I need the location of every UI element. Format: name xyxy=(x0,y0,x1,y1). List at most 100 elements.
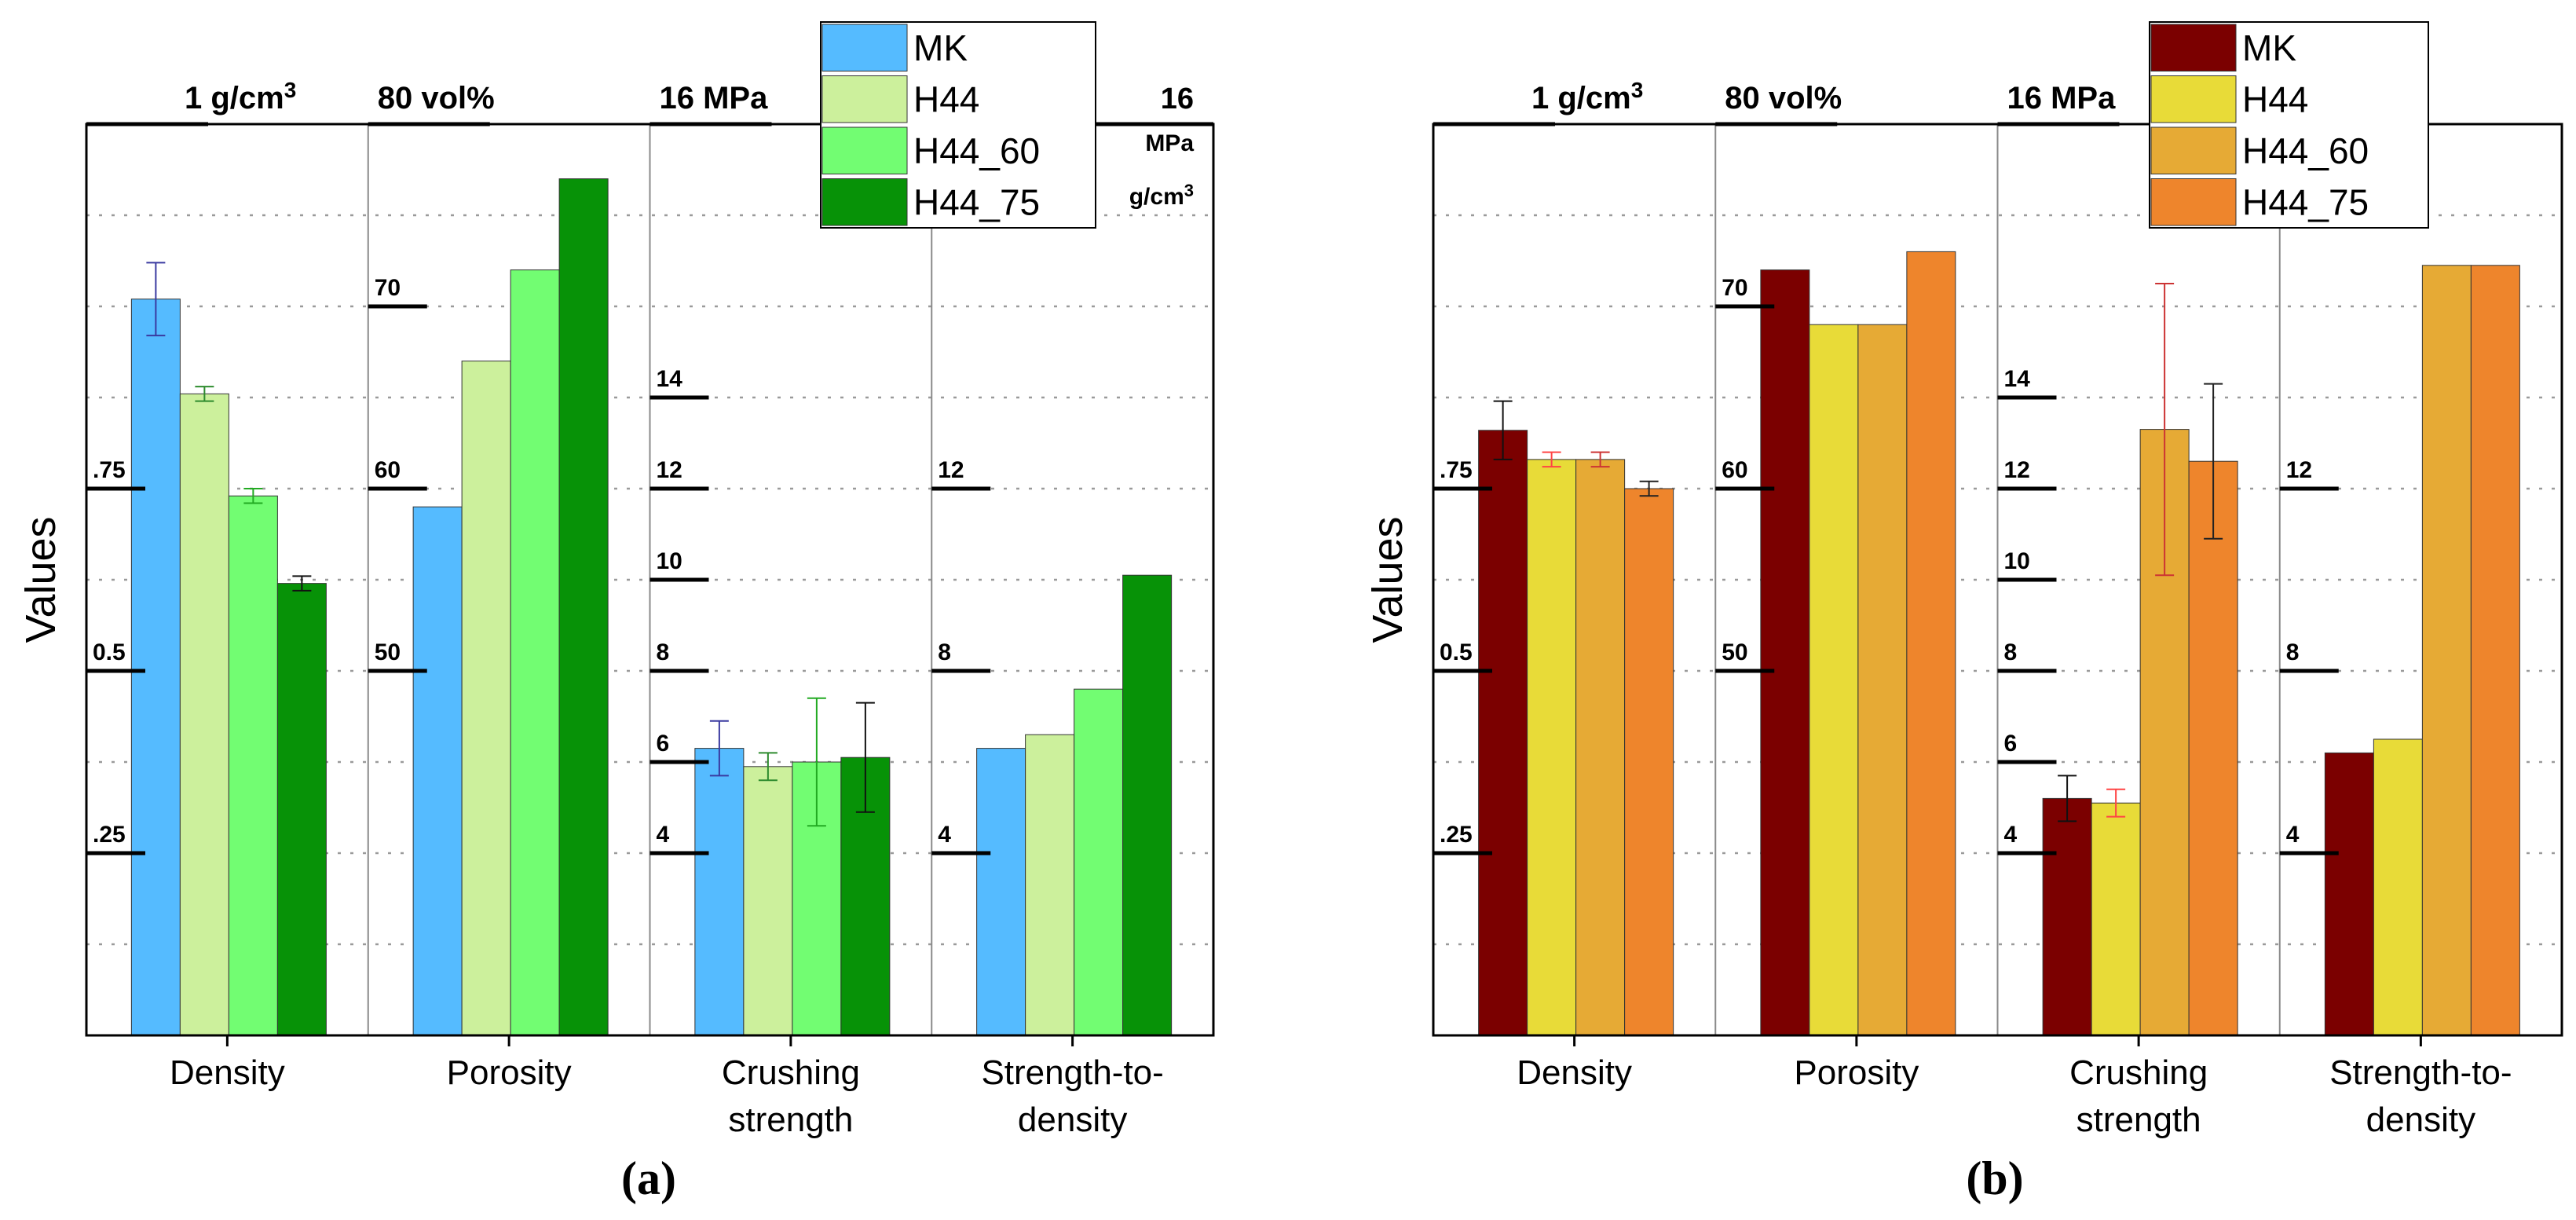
bar-h44-60-0 xyxy=(1575,459,1626,1036)
bar-h44-75-0 xyxy=(1624,488,1674,1036)
bar-h44-2 xyxy=(2091,802,2141,1036)
axis-range-label: 1 g/cm3 xyxy=(185,78,296,115)
tick-label: .75 xyxy=(1440,457,1473,483)
bar-h44-3 xyxy=(2373,738,2423,1036)
tick-label: 10 xyxy=(657,548,682,574)
tick-label: 50 xyxy=(375,639,401,665)
tick-label: 60 xyxy=(375,457,401,483)
legend-swatch xyxy=(2150,126,2237,174)
tick-label: 50 xyxy=(1722,639,1747,665)
bar-h44-75-3 xyxy=(2470,265,2520,1036)
legend-label: H44_60 xyxy=(913,130,1040,171)
chart-panel-1: .25 0.5 .75 1 g/cm3 Density 50 60 70 80 vol% Poro… xyxy=(17,21,1215,1204)
axis-range-label: 16 xyxy=(1161,82,1194,115)
bar-mk-1 xyxy=(412,506,463,1036)
bar-h44-60-1 xyxy=(510,269,560,1036)
tick-label: 60 xyxy=(1722,457,1747,483)
bar-h44-75-3 xyxy=(1122,574,1173,1036)
legend-swatch xyxy=(821,24,908,71)
legend-swatch xyxy=(2150,178,2237,226)
legend-label: H44_75 xyxy=(2242,182,2369,223)
category-label: density xyxy=(1018,1101,1127,1139)
category-label: strength xyxy=(728,1101,853,1139)
bar-h44-2 xyxy=(743,766,793,1036)
bar-h44-60-3 xyxy=(2421,265,2472,1036)
bar-h44-0 xyxy=(179,393,229,1036)
bar-h44-60-3 xyxy=(1074,688,1124,1036)
legend-swatch xyxy=(821,178,908,226)
bar-h44-60-0 xyxy=(228,495,278,1036)
axis-unit-label: g/cm3 xyxy=(1129,181,1194,210)
bar-mk-0 xyxy=(1478,430,1528,1036)
axis-range-label: 1 g/cm3 xyxy=(1531,78,1643,115)
tick-label: 12 xyxy=(657,457,682,483)
tick-label: 10 xyxy=(2004,548,2030,574)
panel-label: (a) xyxy=(621,1152,676,1204)
panel-label: (b) xyxy=(1966,1152,2023,1204)
tick-label: 4 xyxy=(2004,822,2018,848)
legend-swatch xyxy=(821,126,908,174)
category-label: Density xyxy=(1517,1053,1632,1092)
bar-h44-1 xyxy=(1809,324,1859,1036)
legend-swatch xyxy=(2150,75,2237,123)
tick-label: 70 xyxy=(1722,275,1747,301)
category-label: Porosity xyxy=(1794,1053,1919,1092)
tick-label: 6 xyxy=(657,731,670,757)
category-label: strength xyxy=(2077,1101,2201,1139)
legend-swatch xyxy=(821,75,908,123)
category-label: Density xyxy=(170,1053,285,1092)
tick-label: .25 xyxy=(93,822,126,848)
bar-mk-1 xyxy=(1760,269,1810,1036)
legend-label: H44_60 xyxy=(2242,130,2369,171)
legend: MK H44 H44_60 H44_75 xyxy=(820,21,1096,229)
axis-range-label: 16 MPa xyxy=(2007,81,2117,115)
legend-label: H44_75 xyxy=(913,182,1040,223)
y-axis-title: Values xyxy=(1364,516,1411,643)
tick-label: 8 xyxy=(2286,639,2300,665)
category-label: Crushing xyxy=(722,1053,860,1092)
legend-label: H44 xyxy=(913,79,979,120)
axis-range-label: 80 vol% xyxy=(1725,81,1842,115)
plot-frame xyxy=(85,123,1215,1037)
category-label: Strength-to- xyxy=(2329,1053,2512,1092)
axis-unit-label: MPa xyxy=(1145,130,1194,156)
tick-label: 70 xyxy=(375,275,401,301)
bar-h44-75-1 xyxy=(558,178,609,1036)
bar-mk-2 xyxy=(694,748,745,1036)
tick-label: 0.5 xyxy=(1440,639,1473,665)
category-label: density xyxy=(2366,1101,2475,1139)
tick-label: 12 xyxy=(2004,457,2030,483)
y-axis-title: Values xyxy=(17,516,64,643)
plot-frame xyxy=(1432,123,2563,1037)
bar-h44-3 xyxy=(1025,734,1075,1036)
bar-h44-75-0 xyxy=(276,583,327,1036)
bar-h44-75-1 xyxy=(1906,251,1956,1036)
legend-label: MK xyxy=(913,27,968,68)
axis-range-label: 80 vol% xyxy=(378,81,495,115)
tick-label: .75 xyxy=(93,457,126,483)
tick-label: 12 xyxy=(938,457,964,483)
bar-mk-2 xyxy=(2042,797,2092,1036)
tick-label: 14 xyxy=(657,366,683,392)
tick-label: 4 xyxy=(938,822,951,848)
category-label: Porosity xyxy=(447,1053,572,1092)
category-label: Strength-to- xyxy=(981,1053,1163,1092)
tick-label: 8 xyxy=(938,639,951,665)
tick-label: 0.5 xyxy=(93,639,126,665)
bar-mk-3 xyxy=(2324,752,2374,1036)
bar-mk-3 xyxy=(976,748,1026,1036)
legend-label: MK xyxy=(2242,27,2296,68)
legend: MK H44 H44_60 H44_75 xyxy=(2149,21,2429,229)
tick-label: 8 xyxy=(2004,639,2018,665)
tick-label: 4 xyxy=(657,822,670,848)
bar-h44-1 xyxy=(461,361,511,1036)
chart-panel-2: .25 0.5 .75 1 g/cm3 Density 50 60 70 80 vol% Poro… xyxy=(1364,21,2563,1204)
bar-h44-0 xyxy=(1527,459,1577,1036)
axis-range-label: 16 MPa xyxy=(660,81,769,115)
tick-label: 8 xyxy=(657,639,670,665)
bar-h44-60-1 xyxy=(1857,324,1908,1036)
legend-label: H44 xyxy=(2242,79,2308,120)
legend-swatch xyxy=(2150,24,2237,71)
tick-label: 12 xyxy=(2286,457,2312,483)
